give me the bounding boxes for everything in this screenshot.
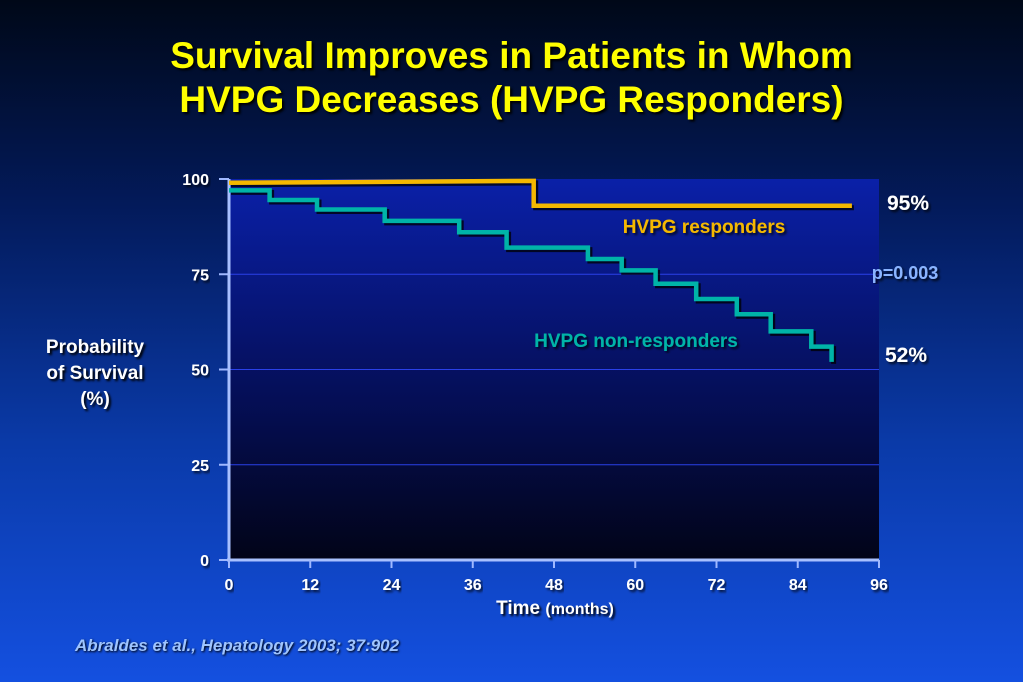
citation: Abraldes et al., Hepatology 2003; 37:902 xyxy=(75,636,400,655)
series-lines xyxy=(228,178,854,364)
y-tick-label: 100 xyxy=(182,172,209,189)
gridlines xyxy=(229,273,879,466)
x-tick-label: 96 xyxy=(870,577,888,594)
y-tick-label: 25 xyxy=(191,458,209,475)
y-tick-label: 75 xyxy=(191,267,209,284)
y-tick-label: 0 xyxy=(200,553,209,570)
x-axis-label-units: (months) xyxy=(545,601,614,618)
title-line-1: Survival Improves in Patients in Whom xyxy=(170,35,853,76)
series-line-hvpg-non-responders xyxy=(229,188,834,362)
x-tick-label: 84 xyxy=(789,577,807,594)
x-tick-label: 24 xyxy=(383,577,401,594)
y-axis-label: Probability of Survival (%) xyxy=(30,335,160,413)
y-tick-label: 50 xyxy=(191,363,209,380)
x-axis-label: Time (months) xyxy=(440,598,670,620)
series-name-label: HVPG non-responders xyxy=(534,331,738,352)
p-value-annotation: p=0.003 xyxy=(872,263,939,283)
series-name-label: HVPG responders xyxy=(623,217,786,238)
x-tick-label: 36 xyxy=(464,577,482,594)
slide-title: Survival Improves in Patients in Whom HV… xyxy=(0,34,1023,122)
x-tick-label: 60 xyxy=(626,577,644,594)
x-tick-label: 72 xyxy=(708,577,726,594)
x-axis-label-text: Time xyxy=(496,598,541,619)
x-tick-label: 48 xyxy=(545,577,563,594)
end-value-label: 52% xyxy=(885,344,927,367)
y-axis-label-line: (%) xyxy=(80,389,110,410)
chart-labels: 0 25 50 75 100 0 12 24 36 48 60 72 84 96 HVPG responde… xyxy=(182,172,938,594)
title-line-2: HVPG Decreases (HVPG Responders) xyxy=(179,79,844,120)
x-tick-label: 12 xyxy=(301,577,319,594)
y-axis-label-line: of Survival xyxy=(46,363,144,384)
x-tick-label: 0 xyxy=(225,577,234,594)
axes xyxy=(219,178,880,568)
end-value-label: 95% xyxy=(887,192,929,215)
y-axis-label-line: Probability xyxy=(45,337,145,358)
series-line-hvpg-responders xyxy=(228,178,852,208)
